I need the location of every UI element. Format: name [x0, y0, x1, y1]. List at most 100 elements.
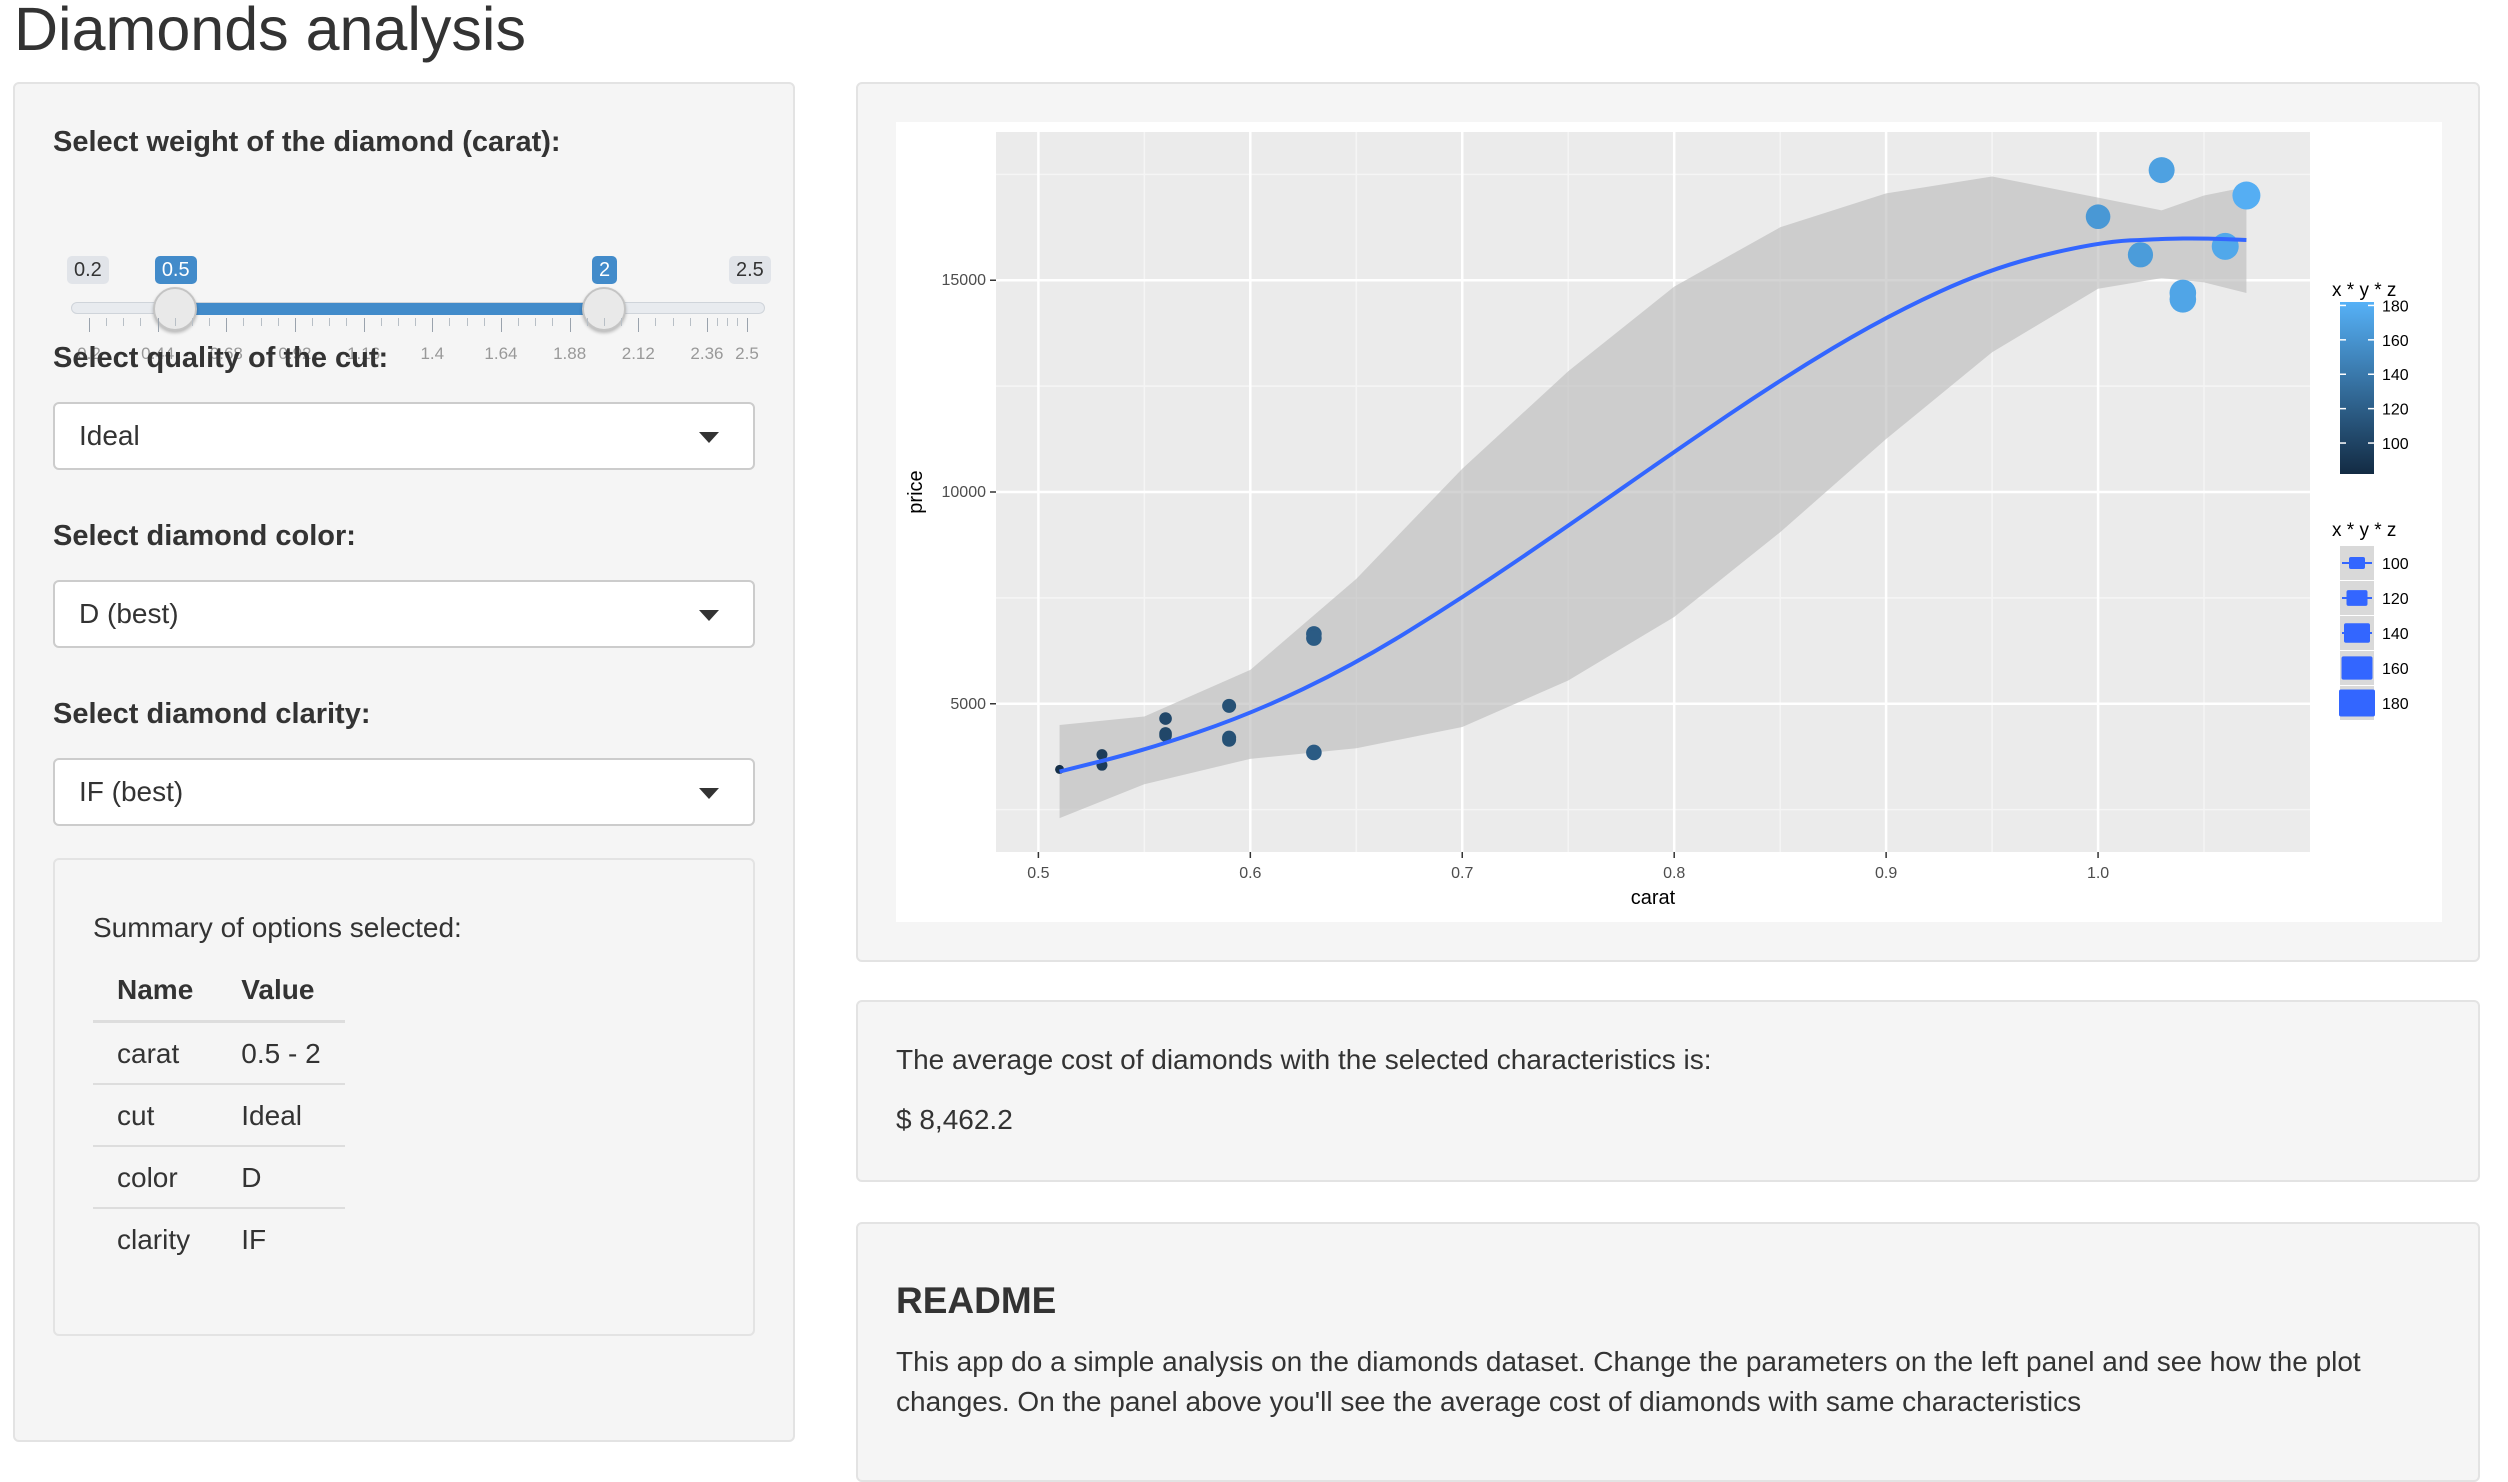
slider-grid-label: 0.92: [278, 344, 312, 363]
plot-panel: 0.5 0.6 0.7 0.8 0.9 1.0 5000 10000 15000 carat pri…: [856, 82, 2480, 962]
smooth-confidence-band: [1059, 176, 2247, 819]
color-legend-label: 140: [2382, 367, 2409, 384]
y-tick-label: 5000: [950, 696, 986, 713]
carat-label: Select weight of the diamond (carat):: [53, 126, 561, 158]
x-axis-label: carat: [1631, 887, 1676, 909]
slider-minor-tick: [329, 318, 331, 326]
readme-body: This app do a simple analysis on the dia…: [896, 1346, 2361, 1417]
size-legend-label: 180: [2382, 696, 2409, 713]
smooth-line: [1059, 236, 2247, 774]
y-axis-label: price: [905, 470, 927, 513]
readme-heading: README: [896, 1280, 1057, 1321]
x-tick-label: 1.0: [2087, 865, 2109, 882]
summary-header-row: Name Value: [93, 960, 345, 1023]
average-value: $ 8,462.2: [896, 1104, 1013, 1135]
data-point: [2148, 157, 2175, 184]
data-point: [2232, 181, 2261, 210]
data-point: [2169, 285, 2197, 313]
table-row: clarity IF: [93, 1207, 345, 1269]
slider-minor-tick: [140, 318, 142, 326]
price-vs-carat-chart: 0.5 0.6 0.7 0.8 0.9 1.0 5000 10000 15000 carat pri…: [905, 132, 2409, 909]
slider-grid-label: 2.12: [621, 344, 655, 363]
slider-minor-tick: [535, 318, 537, 326]
slider-major-tick: [747, 318, 748, 332]
chevron-down-icon: [699, 610, 719, 621]
slider-minor-tick: [106, 318, 108, 326]
slider-minor-tick: [243, 318, 245, 326]
slider-grid-label: 0.2: [77, 344, 101, 363]
slider-grid-label: 1.4: [420, 344, 445, 363]
summary-header-value: Value: [217, 960, 345, 1023]
slider-minor-tick: [689, 318, 691, 326]
slider-minor-tick: [672, 318, 674, 326]
slider-grid-label: 2.36: [690, 344, 724, 363]
cut-label: Select quality of the cut:: [53, 342, 389, 374]
slider-grid: [53, 318, 767, 334]
slider-minor-tick: [123, 318, 125, 326]
summary-header-name: Name: [93, 960, 218, 1023]
data-point: [1306, 630, 1322, 646]
chevron-down-icon: [699, 788, 719, 799]
slider-major-tick: [157, 318, 159, 332]
slider-minor-tick: [552, 318, 554, 326]
summary-table: Name Value carat 0.5 - 2 cut Ideal color…: [93, 960, 345, 1269]
x-tick-label: 0.7: [1451, 865, 1473, 882]
color-legend-bar: [2340, 302, 2374, 474]
data-point: [1306, 744, 1322, 761]
data-point: [2085, 204, 2111, 230]
slider-from-handle[interactable]: [152, 287, 197, 331]
data-point: [2127, 242, 2154, 268]
summary-cell-name: carat: [117, 1038, 180, 1069]
clarity-select[interactable]: IF (best): [53, 758, 755, 826]
slider-minor-tick: [397, 318, 399, 326]
table-row: cut Ideal: [93, 1083, 345, 1146]
slider-major-tick: [363, 318, 365, 332]
summary-cell-value: D: [217, 1145, 345, 1208]
slider-minor-tick: [655, 318, 657, 326]
carat-range-slider[interactable]: 0.2 2.5 0.5 2 0.2 0.44 0.68 0.92 1.16 1.4 1.64…: [53, 174, 771, 363]
slider-major-tick: [569, 318, 571, 332]
page-title: Diamonds analysis: [14, 0, 526, 63]
color-legend-label: 180: [2382, 298, 2409, 315]
color-select-value: D (best): [79, 598, 179, 629]
slider-major-tick: [294, 318, 296, 332]
cut-select-value: Ideal: [79, 420, 140, 451]
size-legend-label: 140: [2382, 626, 2409, 643]
slider-grid-label: 1.64: [484, 344, 518, 363]
slider-selected-range: [174, 303, 604, 315]
slider-minor-tick: [466, 318, 468, 326]
slider-minor-tick: [726, 318, 728, 326]
data-point: [1222, 698, 1237, 713]
color-label: Select diamond color:: [53, 520, 356, 552]
summary-cell-value: Ideal: [217, 1083, 345, 1146]
slider-minor-tick: [449, 318, 451, 326]
y-tick-label: 10000: [942, 484, 987, 501]
color-legend-label: 120: [2382, 402, 2409, 419]
summary-cell-name: color: [93, 1145, 218, 1208]
slider-minor-tick: [277, 318, 279, 326]
slider-minor-tick: [191, 318, 193, 326]
slider-minor-tick: [174, 318, 176, 326]
data-point: [1222, 732, 1237, 747]
slider-grid-label: 1.16: [347, 344, 381, 363]
slider-major-tick: [638, 318, 640, 332]
table-row: color D: [93, 1145, 345, 1208]
plot-output: 0.5 0.6 0.7 0.8 0.9 1.0 5000 10000 15000 carat pri…: [896, 122, 2442, 922]
color-legend-title: x * y * z: [2332, 280, 2396, 301]
table-row: carat 0.5 - 2: [93, 1022, 345, 1085]
summary-cell-name: clarity: [93, 1207, 218, 1269]
slider-minor-tick: [736, 318, 738, 326]
data-point: [1096, 749, 1108, 761]
slider-from-label: 0.5: [154, 256, 197, 284]
color-select[interactable]: D (best): [53, 580, 755, 648]
slider-minor-tick: [518, 318, 520, 326]
slider-minor-tick: [483, 318, 485, 326]
slider-minor-tick: [415, 318, 417, 326]
slider-minor-tick: [716, 318, 718, 326]
slider-to-label: 2: [591, 256, 618, 284]
data-point: [1159, 729, 1172, 742]
color-legend-label: 160: [2382, 333, 2409, 350]
cut-select[interactable]: Ideal: [53, 402, 755, 470]
summary-panel: Summary of options selected: Name Value …: [53, 858, 755, 1336]
size-legend-title: x * y * z: [2332, 520, 2396, 541]
